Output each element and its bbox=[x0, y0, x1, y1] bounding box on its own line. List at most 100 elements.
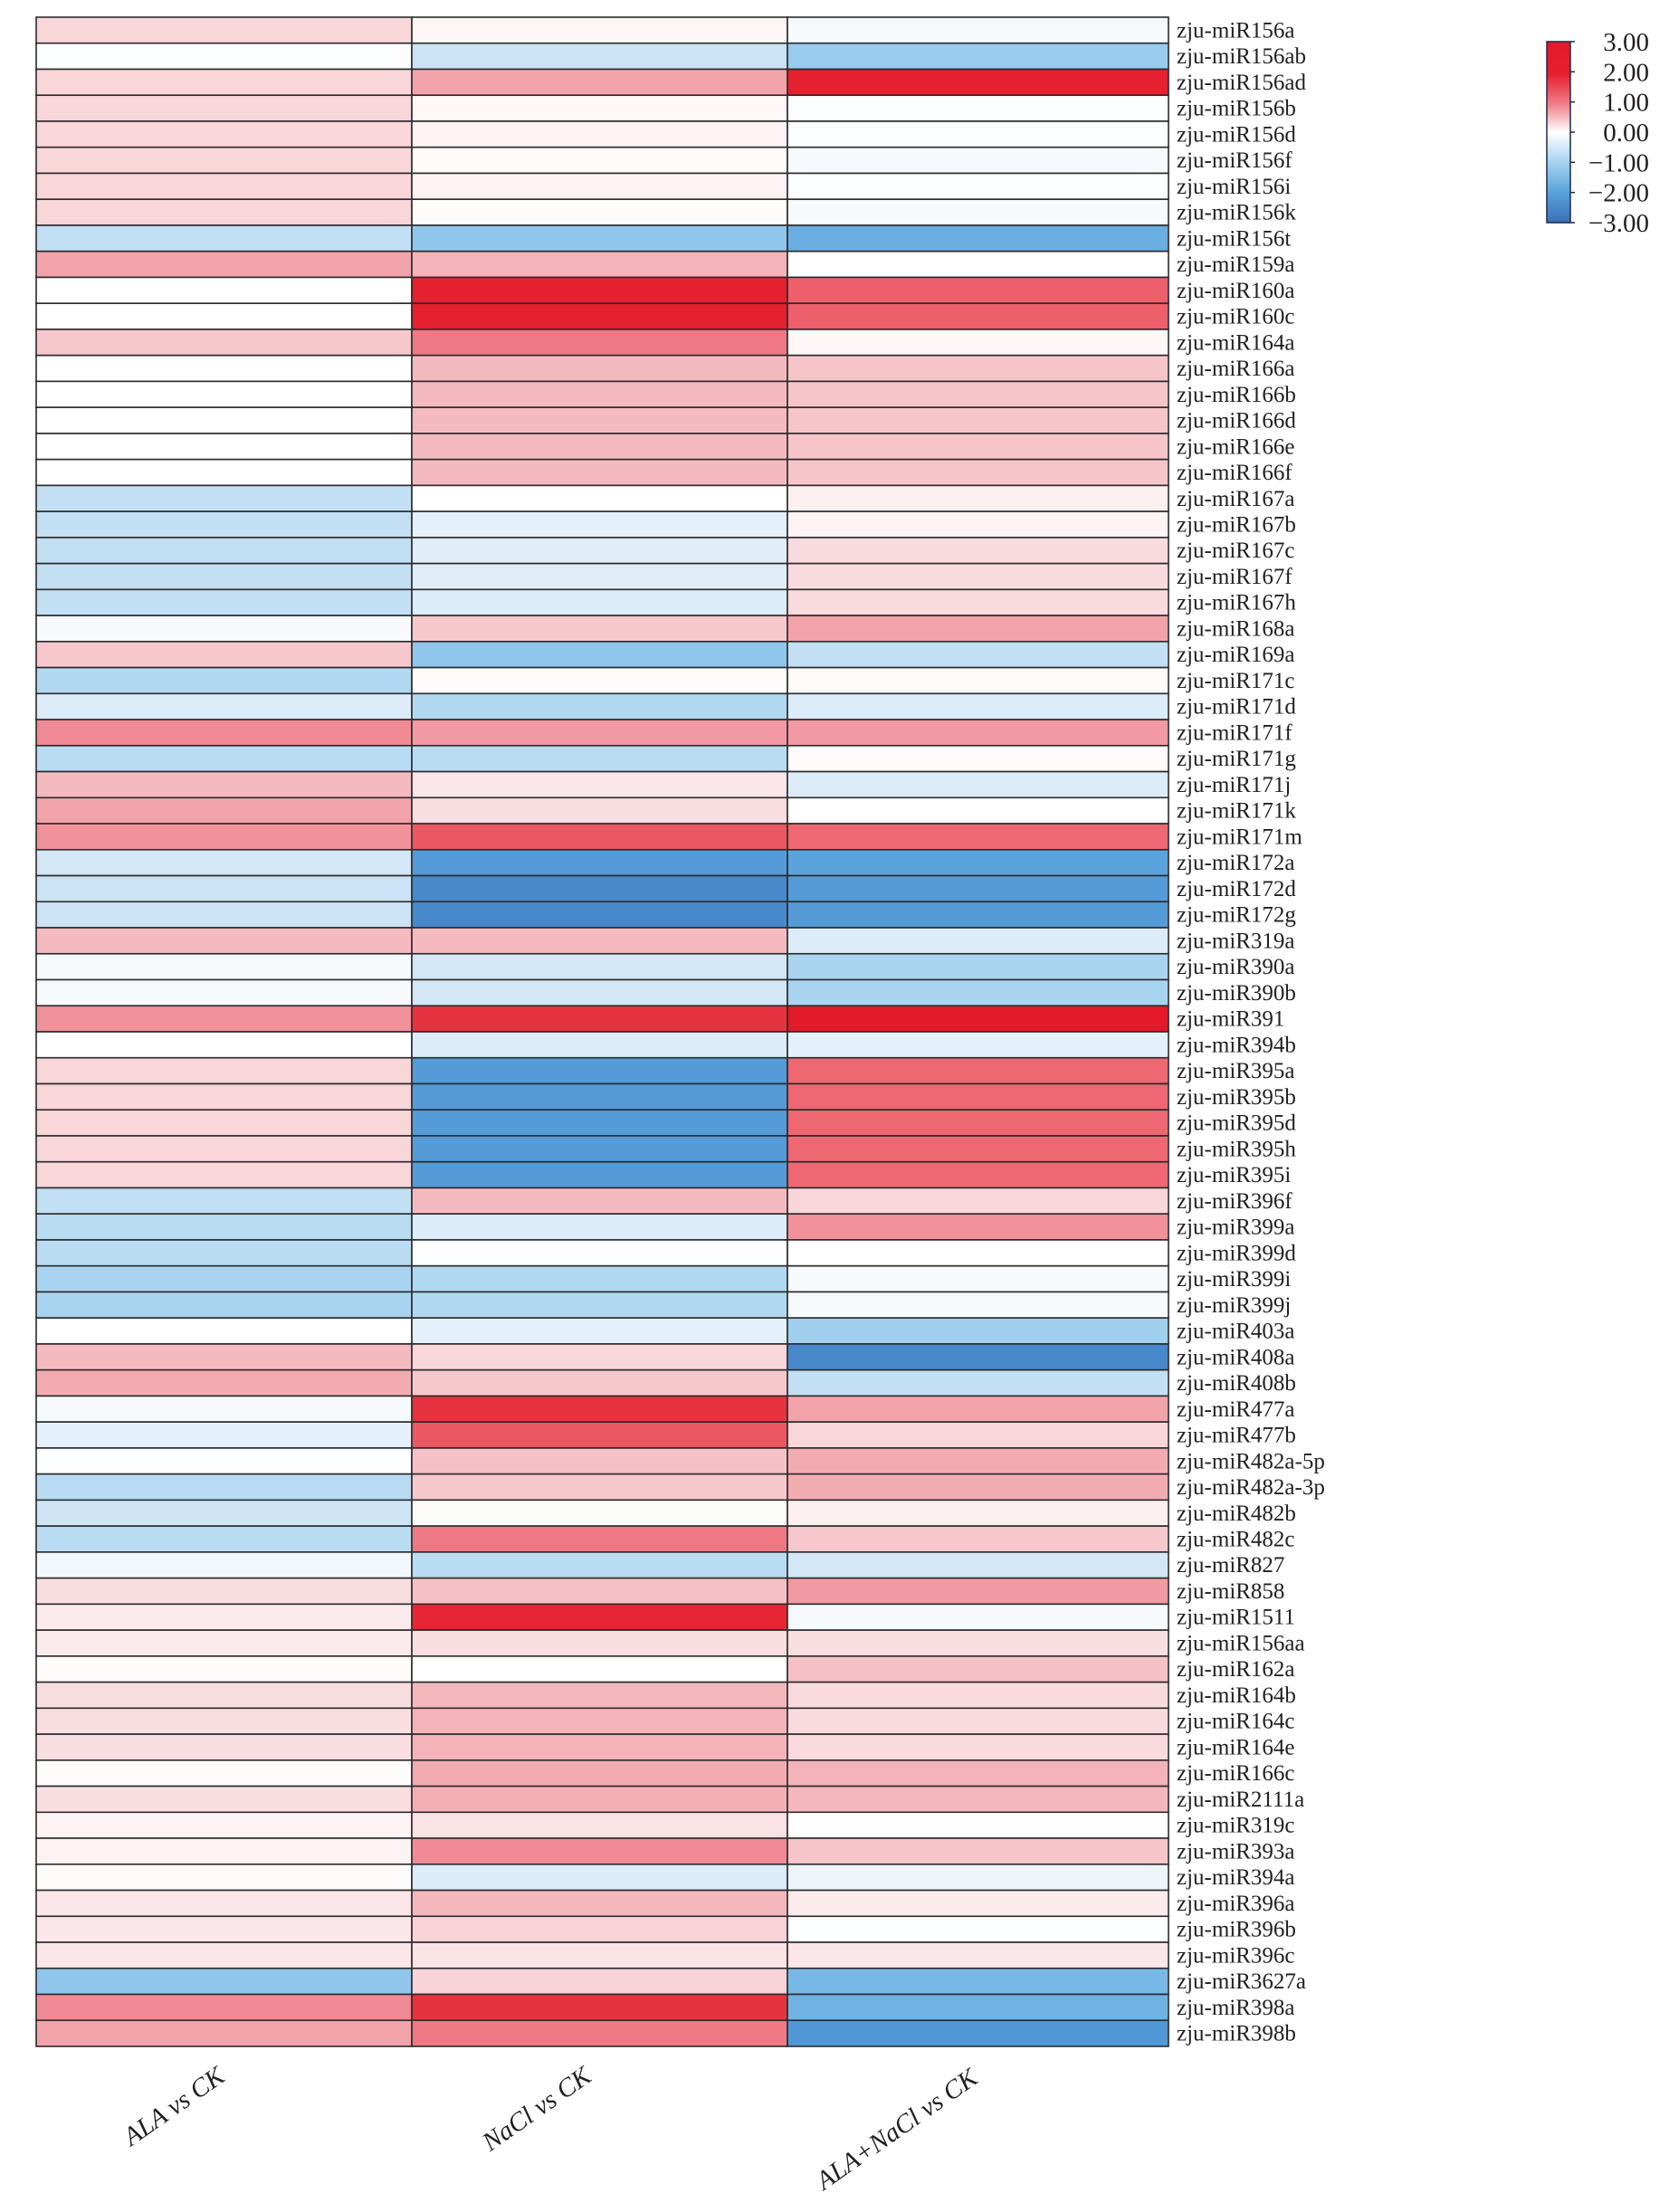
row-label: zju-miR167f bbox=[1177, 565, 1292, 589]
row-label: zju-miR394a bbox=[1177, 1865, 1295, 1890]
row-label: zju-miR408a bbox=[1177, 1345, 1295, 1369]
heatmap-cell bbox=[787, 1213, 1169, 1241]
heatmap-cell bbox=[787, 745, 1169, 773]
row-label: zju-miR156a bbox=[1177, 18, 1295, 43]
heatmap-cell bbox=[35, 510, 413, 539]
heatmap-cell bbox=[411, 1811, 788, 1839]
heatmap-cell bbox=[411, 120, 788, 148]
heatmap-cell bbox=[411, 615, 788, 643]
heatmap-cell bbox=[411, 354, 788, 383]
column-label: ALA+NaCl vs CK bbox=[809, 2063, 984, 2198]
row-labels: zju-miR156azju-miR156abzju-miR156adzju-m… bbox=[1177, 18, 1325, 2045]
row-label: zju-miR164c bbox=[1177, 1710, 1295, 1734]
heatmap-cell bbox=[411, 1421, 788, 1449]
row-label: zju-miR166c bbox=[1177, 1761, 1295, 1786]
heatmap-cell bbox=[411, 770, 788, 799]
row-label: zju-miR172d bbox=[1177, 877, 1296, 901]
row-label: zju-miR390b bbox=[1177, 981, 1296, 1006]
heatmap-cell bbox=[35, 770, 413, 799]
heatmap-cell bbox=[35, 380, 413, 408]
row-label: zju-miR395i bbox=[1177, 1163, 1291, 1187]
heatmap-cell bbox=[35, 224, 413, 253]
heatmap-cell bbox=[787, 1603, 1169, 1631]
heatmap-cell bbox=[35, 2019, 413, 2047]
heatmap-cell bbox=[35, 1343, 413, 1371]
colorbar-legend: 3.002.001.000.00−1.00−2.00−3.00 bbox=[1546, 28, 1649, 238]
row-label: zju-miR319c bbox=[1177, 1814, 1295, 1838]
heatmap-cell bbox=[35, 1056, 413, 1085]
heatmap-cell bbox=[411, 1759, 788, 1788]
heatmap-cell bbox=[411, 1317, 788, 1345]
heatmap-cell bbox=[35, 1031, 413, 1059]
heatmap-cell bbox=[35, 1967, 413, 1996]
row-label: zju-miR167a bbox=[1177, 487, 1295, 511]
heatmap-cell bbox=[787, 1056, 1169, 1085]
heatmap-cell bbox=[411, 1967, 788, 1996]
colorbar-tick-label: 0.00 bbox=[1603, 119, 1649, 148]
heatmap-cell bbox=[411, 1499, 788, 1527]
heatmap-cell bbox=[787, 1109, 1169, 1137]
heatmap-cell bbox=[787, 1160, 1169, 1189]
heatmap-cell bbox=[787, 1368, 1169, 1397]
heatmap-cell bbox=[35, 1603, 413, 1631]
heatmap-cell bbox=[787, 510, 1169, 539]
heatmap-cell bbox=[35, 302, 413, 330]
heatmap-cell bbox=[35, 1837, 413, 1865]
heatmap-cell bbox=[411, 1187, 788, 1215]
heatmap-cell bbox=[411, 1993, 788, 2022]
row-label: zju-miR1511 bbox=[1177, 1606, 1295, 1630]
row-label: zju-miR171c bbox=[1177, 669, 1295, 693]
heatmap-cell bbox=[35, 1395, 413, 1423]
heatmap-cell bbox=[787, 901, 1169, 929]
heatmap-cell bbox=[35, 874, 413, 903]
heatmap-cell bbox=[411, 719, 788, 747]
row-label: zju-miR477b bbox=[1177, 1424, 1296, 1448]
heatmap-cell bbox=[35, 1317, 413, 1345]
heatmap-cell bbox=[411, 1629, 788, 1657]
row-label: zju-miR395b bbox=[1177, 1085, 1296, 1110]
heatmap-cell bbox=[35, 978, 413, 1007]
row-label: zju-miR166d bbox=[1177, 409, 1296, 434]
colorbar-tick-label: −3.00 bbox=[1588, 209, 1649, 238]
heatmap-cell bbox=[787, 927, 1169, 955]
heatmap-cell bbox=[787, 250, 1169, 279]
heatmap-cell bbox=[35, 1368, 413, 1397]
heatmap-cell bbox=[411, 1135, 788, 1163]
heatmap-cell bbox=[411, 172, 788, 201]
heatmap-cell bbox=[411, 380, 788, 408]
heatmap-cell bbox=[35, 1629, 413, 1657]
heatmap-cell bbox=[787, 172, 1169, 201]
heatmap-cell bbox=[35, 692, 413, 720]
heatmap-cell bbox=[35, 1421, 413, 1449]
heatmap-cell bbox=[411, 1707, 788, 1735]
heatmap-cell bbox=[411, 823, 788, 851]
row-label: zju-miR156d bbox=[1177, 122, 1296, 147]
heatmap-cell bbox=[35, 1239, 413, 1267]
heatmap-cell bbox=[411, 666, 788, 695]
heatmap-cell bbox=[411, 562, 788, 591]
heatmap-cell bbox=[787, 458, 1169, 487]
heatmap-cell bbox=[787, 1655, 1169, 1683]
row-label: zju-miR394b bbox=[1177, 1033, 1296, 1057]
row-label: zju-miR156ab bbox=[1177, 44, 1306, 69]
heatmap-cell bbox=[787, 380, 1169, 408]
row-label: zju-miR166a bbox=[1177, 357, 1295, 381]
heatmap-cell bbox=[787, 42, 1169, 71]
row-label: zju-miR396c bbox=[1177, 1943, 1295, 1968]
heatmap-cell bbox=[787, 276, 1169, 304]
row-label: zju-miR160a bbox=[1177, 279, 1295, 303]
heatmap-cell bbox=[411, 927, 788, 955]
row-label: zju-miR156f bbox=[1177, 148, 1292, 173]
heatmap-cell bbox=[411, 1264, 788, 1293]
heatmap-cell bbox=[411, 224, 788, 253]
heatmap-cell bbox=[35, 823, 413, 851]
heatmap-cell bbox=[35, 1733, 413, 1761]
heatmap-cell bbox=[787, 302, 1169, 330]
heatmap-cell bbox=[787, 1993, 1169, 2022]
row-label: zju-miR3627a bbox=[1177, 1969, 1306, 1994]
heatmap-cell bbox=[787, 94, 1169, 122]
heatmap-cell bbox=[787, 1031, 1169, 1059]
heatmap-cell bbox=[35, 1941, 413, 1969]
row-label: zju-miR171f bbox=[1177, 720, 1292, 745]
heatmap-cell bbox=[35, 276, 413, 304]
